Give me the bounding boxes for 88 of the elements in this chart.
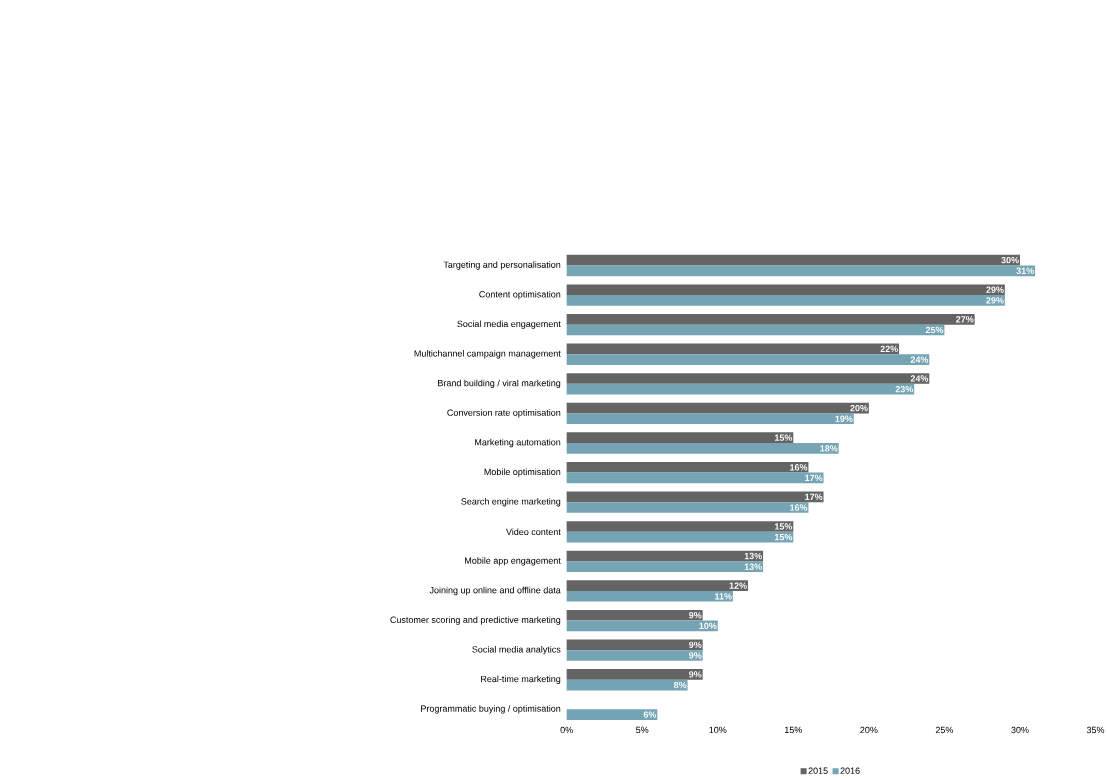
bar xyxy=(566,462,809,473)
y-tick-label: Programmatic buying / optimisation xyxy=(421,705,561,714)
data-label: 11% xyxy=(715,593,732,600)
bar xyxy=(566,679,688,691)
bar xyxy=(566,472,824,484)
y-tick-label: Conversion rate optimisation xyxy=(447,409,561,418)
data-label: 27% xyxy=(956,316,974,323)
bar xyxy=(566,609,703,621)
x-tick-label: 10% xyxy=(709,726,727,734)
x-tick-label: 0% xyxy=(560,726,573,734)
data-label: 15% xyxy=(774,434,793,441)
data-label: 20% xyxy=(850,404,868,412)
bar xyxy=(566,491,824,503)
data-label: 9% xyxy=(689,671,702,678)
bar xyxy=(566,580,748,592)
bar xyxy=(566,591,733,602)
bar xyxy=(566,373,930,384)
data-label: 16% xyxy=(790,464,808,471)
data-label: 31% xyxy=(1016,267,1034,275)
bar xyxy=(566,709,658,721)
data-label: 19% xyxy=(835,415,853,422)
data-label: 15% xyxy=(774,523,793,530)
x-tick-label: 15% xyxy=(784,726,802,734)
x-tick-label: 25% xyxy=(935,726,954,734)
y-tick-label: Video content xyxy=(506,528,561,536)
bar xyxy=(566,432,794,444)
bar xyxy=(566,343,900,355)
legend-label: 2015 xyxy=(808,767,828,774)
y-tick-label: Search engine marketing xyxy=(461,498,561,507)
bar xyxy=(566,531,794,543)
y-tick-label: Marketing automation xyxy=(475,438,561,448)
bar xyxy=(566,383,915,395)
bar xyxy=(566,314,975,325)
y-tick-label: Mobile app engagement xyxy=(465,557,561,566)
bar xyxy=(566,254,1020,266)
data-label: 9% xyxy=(689,641,702,649)
data-label: 17% xyxy=(805,474,823,482)
legend-label: 2016 xyxy=(840,767,860,774)
data-label: 23% xyxy=(895,386,914,393)
y-tick-label: Content optimisation xyxy=(479,290,561,300)
data-label: 17% xyxy=(805,493,823,501)
data-label: 16% xyxy=(790,504,808,511)
data-label: 29% xyxy=(986,297,1004,304)
data-label: 30% xyxy=(1001,257,1019,264)
data-label: 6% xyxy=(643,711,657,718)
data-label: 18% xyxy=(820,445,838,452)
data-label: 13% xyxy=(744,552,762,560)
data-label: 9% xyxy=(689,612,702,619)
y-tick-label: Customer scoring and predictive marketing xyxy=(390,616,561,625)
y-tick-label: Targeting and personalisation xyxy=(443,261,561,270)
bar xyxy=(566,639,703,651)
y-tick-label: Brand building / viral marketing xyxy=(438,379,561,389)
y-tick-label: Social media analytics xyxy=(472,646,561,655)
bar xyxy=(566,561,764,573)
bar xyxy=(566,669,703,680)
bar xyxy=(566,354,930,365)
x-tick-label: 20% xyxy=(860,726,878,734)
x-tick-label: 35% xyxy=(1086,726,1105,734)
bar xyxy=(566,402,869,414)
data-label: 24% xyxy=(910,375,929,382)
bar xyxy=(566,324,945,336)
bar xyxy=(566,443,839,454)
bar xyxy=(566,650,703,661)
y-tick-label: Multichannel campaign management xyxy=(414,350,561,359)
bar xyxy=(566,620,718,632)
bar xyxy=(566,284,1005,296)
data-label: 12% xyxy=(729,582,747,589)
data-label: 25% xyxy=(925,326,944,334)
bar xyxy=(566,502,809,513)
data-label: 9% xyxy=(689,652,702,659)
y-tick-label: Mobile optimisation xyxy=(484,468,561,477)
x-tick-label: 30% xyxy=(1011,726,1029,734)
bar xyxy=(566,295,1005,306)
data-label: 29% xyxy=(986,286,1004,293)
data-label: 15% xyxy=(774,534,793,541)
data-label: 13% xyxy=(744,563,762,570)
data-label: 10% xyxy=(699,622,717,630)
y-tick-label: Social media engagement xyxy=(457,320,561,329)
data-label: 8% xyxy=(673,681,687,689)
y-tick-label: Joining up online and offline data xyxy=(429,586,561,596)
y-tick-label: Real-time marketing xyxy=(481,675,561,684)
data-label: 22% xyxy=(880,345,898,353)
bar xyxy=(566,413,854,425)
data-label: 24% xyxy=(910,356,929,363)
x-tick-label: 5% xyxy=(636,726,649,734)
bar xyxy=(566,521,794,532)
bar xyxy=(566,265,1036,277)
bar xyxy=(566,550,764,562)
